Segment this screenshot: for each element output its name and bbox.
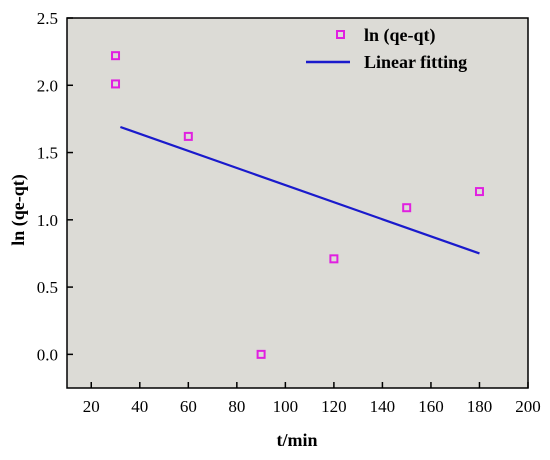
y-tick-label: 1.5 — [37, 144, 58, 163]
data-point-3 — [256, 349, 266, 359]
data-point-1 — [111, 79, 121, 89]
legend-label-scatter: ln (qe-qt) — [364, 25, 436, 46]
y-tick-label: 0.5 — [37, 278, 58, 297]
x-tick-label: 180 — [467, 397, 493, 416]
x-tick-label: 40 — [131, 397, 148, 416]
x-tick-label: 160 — [418, 397, 444, 416]
legend: ln (qe-qt) Linear fitting — [306, 25, 467, 72]
series-layer — [111, 51, 484, 359]
data-point-6 — [474, 187, 484, 197]
y-axis-ticks: 0.0 0.5 1.0 1.5 2.0 2.5 — [37, 9, 73, 364]
y-tick-label: 1.0 — [37, 211, 58, 230]
x-axis-ticks: 20 40 60 80 100 120 140 160 180 200 — [83, 382, 541, 416]
y-tick-label: 2.0 — [37, 76, 58, 95]
legend-label-line: Linear fitting — [364, 52, 467, 72]
x-tick-label: 120 — [321, 397, 347, 416]
x-tick-label: 100 — [273, 397, 299, 416]
y-axis-title: ln (qe-qt) — [8, 174, 29, 246]
fit-line — [120, 125, 480, 255]
x-tick-label: 80 — [228, 397, 245, 416]
data-point-2 — [183, 131, 193, 141]
x-axis-title: t/min — [276, 430, 317, 450]
plot-background — [66, 17, 529, 389]
y-tick-label: 0.0 — [37, 345, 58, 364]
x-tick-label: 200 — [515, 397, 541, 416]
data-point-4 — [329, 254, 339, 264]
x-tick-label: 140 — [370, 397, 396, 416]
x-tick-label: 20 — [83, 397, 100, 416]
data-point-5 — [402, 203, 412, 213]
legend-marker-scatter — [336, 30, 345, 39]
x-tick-label: 60 — [180, 397, 197, 416]
data-point-0 — [111, 51, 121, 61]
y-tick-label: 2.5 — [37, 9, 58, 28]
